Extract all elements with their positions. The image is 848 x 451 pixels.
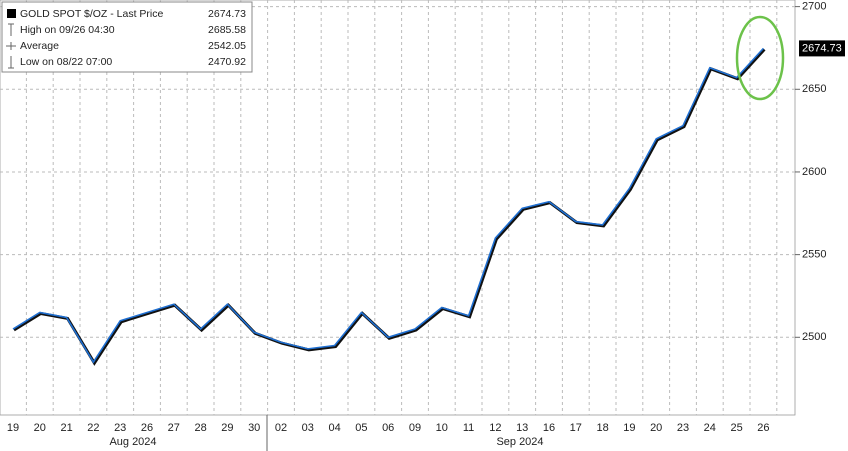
x-tick-label: 06: [382, 422, 394, 434]
x-tick-label: 26: [141, 422, 153, 434]
legend-icon: [8, 23, 14, 36]
x-tick-label: 09: [409, 422, 421, 434]
x-tick-label: 23: [114, 422, 126, 434]
x-tick-label: 02: [275, 422, 287, 434]
last-price-label: 2674.73: [802, 42, 842, 54]
price-line: [12, 47, 764, 364]
x-tick-label: 27: [168, 422, 180, 434]
legend-icon: [8, 56, 14, 69]
legend-label: High on 09/26 04:30: [20, 24, 115, 36]
x-tick-label: 19: [623, 422, 635, 434]
x-tick-label: 30: [248, 422, 260, 434]
legend-value: 2470.92: [208, 56, 246, 68]
x-tick-label: 21: [60, 422, 72, 434]
x-tick-label: 28: [194, 422, 206, 434]
x-tick-label: 26: [757, 422, 769, 434]
x-tick-label: 20: [650, 422, 662, 434]
x-tick-label: 03: [302, 422, 314, 434]
x-tick-label: 05: [355, 422, 367, 434]
month-label: Sep 2024: [496, 436, 543, 448]
y-tick-label: 2550: [802, 249, 826, 261]
x-tick-label: 20: [34, 422, 46, 434]
legend-value: 2542.05: [208, 40, 246, 52]
y-tick-label: 2500: [802, 331, 826, 343]
x-tick-label: 10: [436, 422, 448, 434]
x-tick-label: 11: [463, 422, 474, 434]
legend-icon: [6, 42, 16, 50]
legend-value: 2685.58: [208, 24, 246, 36]
marks: [12, 47, 766, 366]
legend-label: Average: [20, 40, 59, 52]
last-price-tag: 2674.73: [799, 40, 845, 57]
y-tick-label: 2650: [802, 83, 826, 95]
x-tick-label: 22: [87, 422, 99, 434]
x-tick-label: 29: [221, 422, 233, 434]
legend-box: [1, 1, 253, 73]
last-price-box: [799, 40, 845, 57]
legend-title: GOLD SPOT $/OZ - Last Price: [20, 8, 164, 20]
x-tick-label: 12: [489, 422, 501, 434]
legend-value: 2674.73: [208, 8, 246, 20]
legend-label: Low on 08/22 07:00: [20, 56, 112, 68]
y-tick-label: 2600: [802, 166, 826, 178]
x-tick-label: 18: [596, 422, 608, 434]
month-label: Aug 2024: [109, 436, 156, 448]
y-tick-label: 2700: [802, 1, 826, 13]
x-tick-label: 17: [570, 422, 582, 434]
x-tick-label: 19: [7, 422, 19, 434]
price-shadow: [13, 48, 766, 366]
x-tick-label: 04: [328, 422, 340, 434]
x-tick-label: 25: [730, 422, 742, 434]
x-tick-label: 23: [677, 422, 689, 434]
x-tick-label: 24: [704, 422, 716, 434]
x-tick-label: 16: [543, 422, 555, 434]
legend: GOLD SPOT $/OZ - Last Price 2674.73 High…: [1, 1, 253, 73]
legend-swatch: [7, 9, 16, 18]
x-tick-label: 13: [516, 422, 528, 434]
highlight-ellipse: [735, 15, 785, 101]
